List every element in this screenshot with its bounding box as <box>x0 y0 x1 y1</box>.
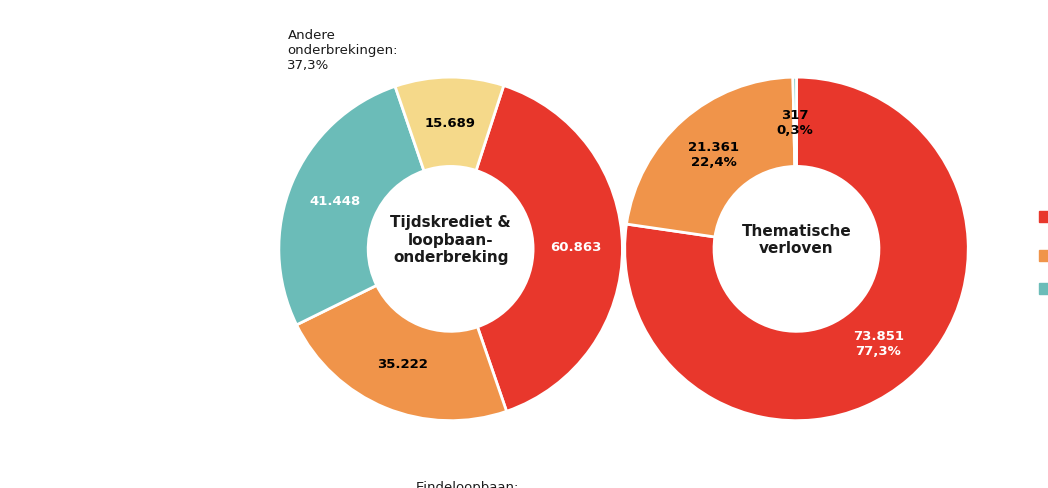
Wedge shape <box>297 285 506 421</box>
Legend: Ouderschaps-
verlof, Medische bijstand, Palliatief verlof: Ouderschaps- verlof, Medische bijstand, … <box>1039 202 1048 296</box>
Text: 35.222: 35.222 <box>377 358 429 371</box>
Text: Thematische
verloven: Thematische verloven <box>742 224 851 257</box>
Text: 73.851
77,3%: 73.851 77,3% <box>853 330 904 358</box>
Text: 60.863: 60.863 <box>550 241 602 254</box>
Text: Andere
onderbrekingen:
37,3%: Andere onderbrekingen: 37,3% <box>287 29 398 72</box>
Text: Tijdskrediet &
loopbaan-
onderbreking: Tijdskrediet & loopbaan- onderbreking <box>390 215 511 265</box>
Text: 21.361
22,4%: 21.361 22,4% <box>687 141 739 169</box>
Wedge shape <box>279 86 424 325</box>
Wedge shape <box>793 77 796 166</box>
Text: Eindeloopbaan:
62,7%: Eindeloopbaan: 62,7% <box>416 481 520 488</box>
Text: 317
0,3%: 317 0,3% <box>777 109 813 138</box>
Wedge shape <box>476 85 623 411</box>
Wedge shape <box>625 77 968 421</box>
Text: 41.448: 41.448 <box>309 195 361 207</box>
Wedge shape <box>395 77 504 171</box>
Wedge shape <box>627 77 794 237</box>
Text: 15.689: 15.689 <box>424 117 475 130</box>
